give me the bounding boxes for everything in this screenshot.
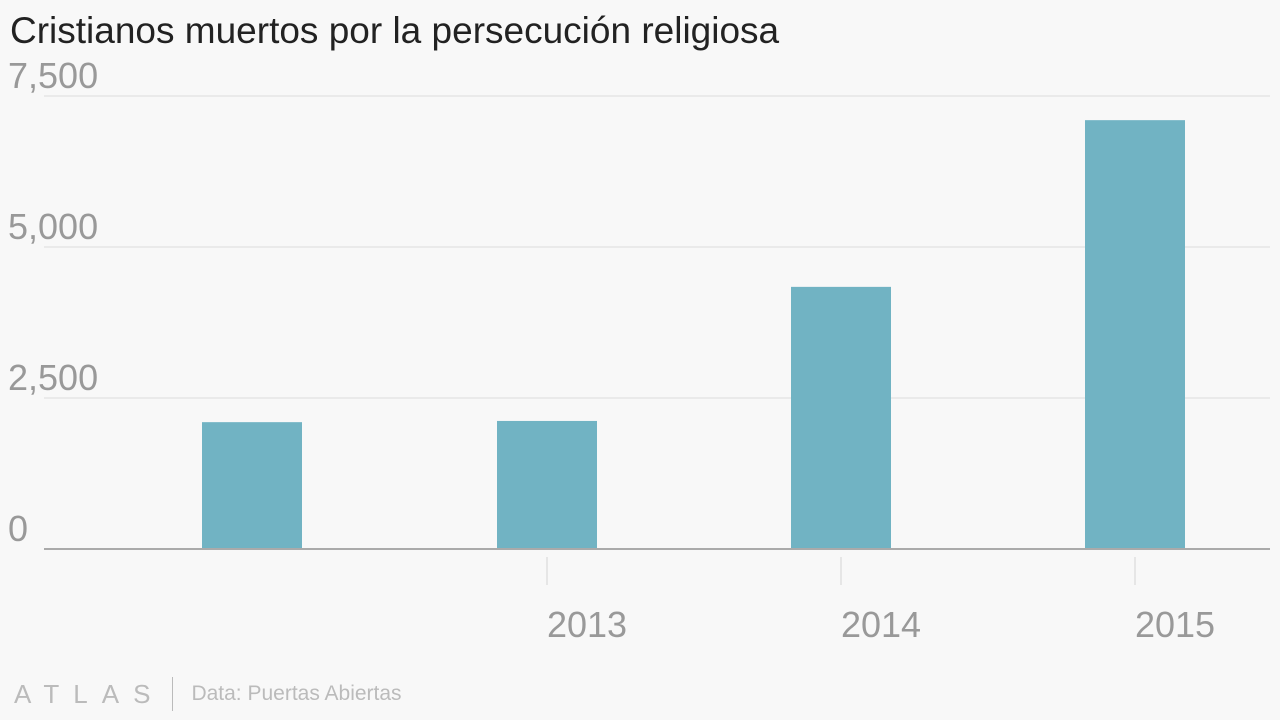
- x-tick-label: 2013: [547, 604, 627, 645]
- y-tick-label: 5,000: [8, 206, 98, 247]
- y-tick-label: 7,500: [8, 55, 98, 96]
- source-note: Data: Puertas Abiertas: [191, 682, 402, 705]
- footer: ATLAS Data: Puertas Abiertas: [14, 672, 402, 716]
- gridlines: [44, 95, 1270, 399]
- bar: [791, 286, 891, 549]
- footer-divider: [172, 677, 174, 711]
- bar: [202, 422, 302, 549]
- atlas-logo: ATLAS: [14, 678, 165, 709]
- y-tick-label: 0: [8, 508, 28, 549]
- x-tick-label: 2015: [1135, 604, 1215, 645]
- y-tick-label: 2,500: [8, 357, 98, 398]
- chart-title: Cristianos muertos por la persecución re…: [10, 10, 780, 51]
- x-axis-ticks: 2013 2014 2015: [546, 557, 1215, 645]
- bar: [1085, 120, 1185, 549]
- x-tick-label: 2014: [841, 604, 921, 645]
- bar: [497, 420, 597, 549]
- bars: [202, 120, 1185, 549]
- y-axis-ticks: 0 2,500 5,000 7,500: [8, 55, 98, 549]
